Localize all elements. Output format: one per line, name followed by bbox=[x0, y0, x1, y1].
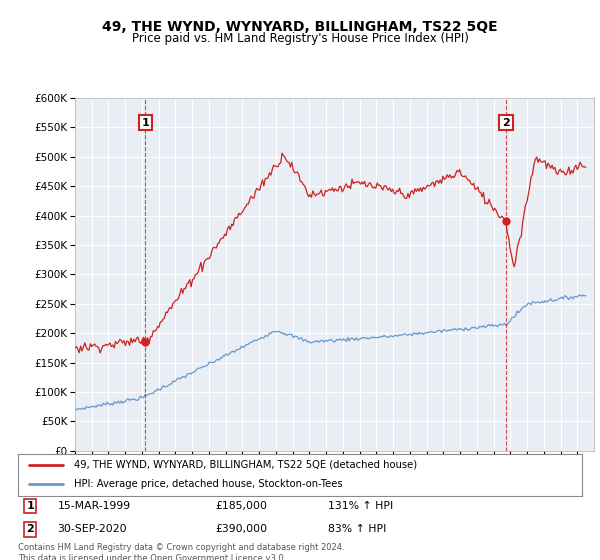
Text: HPI: Average price, detached house, Stockton-on-Tees: HPI: Average price, detached house, Stoc… bbox=[74, 479, 343, 489]
Text: Contains HM Land Registry data © Crown copyright and database right 2024.
This d: Contains HM Land Registry data © Crown c… bbox=[18, 543, 344, 560]
Text: 2: 2 bbox=[26, 525, 34, 534]
Text: 49, THE WYND, WYNYARD, BILLINGHAM, TS22 5QE: 49, THE WYND, WYNYARD, BILLINGHAM, TS22 … bbox=[102, 20, 498, 34]
Text: 49, THE WYND, WYNYARD, BILLINGHAM, TS22 5QE (detached house): 49, THE WYND, WYNYARD, BILLINGHAM, TS22 … bbox=[74, 460, 418, 470]
Text: £185,000: £185,000 bbox=[215, 501, 268, 511]
Text: 1: 1 bbox=[26, 501, 34, 511]
Text: 83% ↑ HPI: 83% ↑ HPI bbox=[328, 525, 386, 534]
Text: 15-MAR-1999: 15-MAR-1999 bbox=[58, 501, 131, 511]
Text: Price paid vs. HM Land Registry's House Price Index (HPI): Price paid vs. HM Land Registry's House … bbox=[131, 32, 469, 45]
Text: 2: 2 bbox=[502, 118, 510, 128]
Text: 131% ↑ HPI: 131% ↑ HPI bbox=[328, 501, 394, 511]
Text: £390,000: £390,000 bbox=[215, 525, 268, 534]
Text: 30-SEP-2020: 30-SEP-2020 bbox=[58, 525, 127, 534]
Text: 1: 1 bbox=[142, 118, 149, 128]
